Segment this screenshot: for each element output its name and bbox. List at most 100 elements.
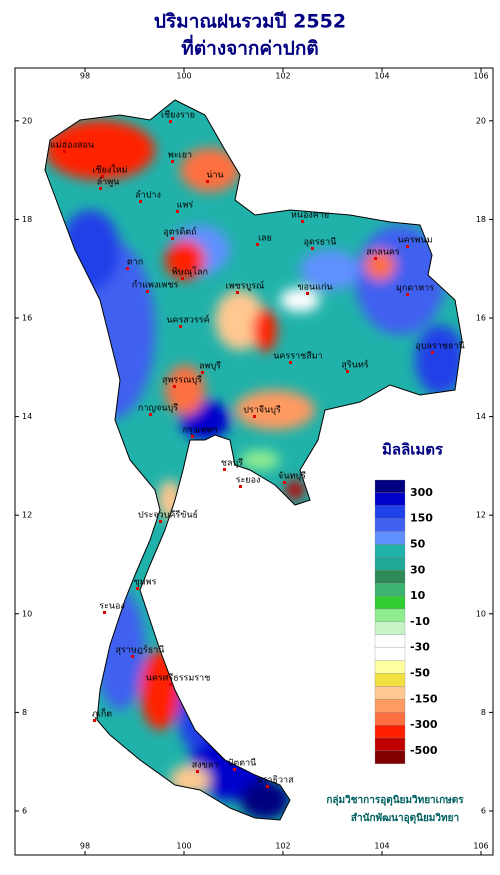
place-label: พะเยา [168, 151, 192, 161]
place-dot [406, 245, 409, 248]
place-dot [206, 180, 209, 183]
lon-label: 106 [473, 72, 488, 81]
place-label: นครราชสีมา [273, 351, 322, 362]
place-label: สุราษฎร์ธานี [116, 644, 165, 656]
place-label: เชียงใหม่ [92, 165, 127, 176]
place-label: ลำพูน [97, 177, 120, 188]
legend-label: 50 [410, 538, 426, 551]
lat-label: 16 [476, 314, 486, 323]
legend-swatch [374, 647, 406, 661]
place-dot [181, 277, 184, 280]
place-dot [169, 683, 172, 686]
legend-swatch [374, 544, 406, 558]
place-dot [256, 243, 259, 246]
lat-label: 8 [481, 708, 486, 717]
legend-swatch [374, 673, 406, 687]
place-dot [223, 468, 226, 471]
place-dot [169, 120, 172, 123]
credit: กลุ่มวิชาการอุตุนิยมวิทยาเกษตร [326, 794, 464, 806]
legend-title: มิลลิเมตร [382, 441, 444, 459]
place-label: จันทบุรี [278, 471, 306, 482]
legend-swatch [374, 531, 406, 545]
place-dot [103, 611, 106, 614]
lat-label: 6 [22, 807, 27, 816]
lon-label: 102 [275, 842, 290, 851]
lat-label: 18 [22, 215, 32, 224]
place-dot [149, 413, 152, 416]
place-dot [253, 415, 256, 418]
place-label: นครศรีธรรมราช [146, 673, 211, 684]
lat-label: 18 [476, 215, 486, 224]
legend-swatch [374, 557, 406, 571]
place-label: ชุมพร [134, 578, 157, 588]
legend-swatch [374, 595, 406, 610]
place-label: ปราจีนบุรี [243, 405, 281, 416]
place-label: สุรินทร์ [341, 359, 368, 371]
legend-label: -50 [410, 667, 430, 680]
legend-swatch [374, 608, 406, 623]
legend-label: -300 [410, 718, 438, 731]
place-dot [171, 160, 174, 163]
place-dot [63, 150, 66, 153]
lat-label: 16 [22, 314, 32, 323]
place-dot [101, 175, 104, 178]
place-dot [176, 210, 179, 213]
place-dot [93, 719, 96, 722]
legend-swatch [374, 724, 406, 739]
legend-label: 150 [410, 512, 433, 525]
place-dot [301, 220, 304, 223]
lon-label: 102 [275, 72, 290, 81]
legend-swatch [374, 737, 406, 752]
place-dot [406, 293, 409, 296]
lon-label: 106 [473, 842, 488, 851]
place-label: กรุงเทพฯ [183, 426, 218, 436]
place-dot [139, 200, 142, 203]
place-dot [173, 385, 176, 388]
place-dot [266, 785, 269, 788]
place-dot [239, 485, 242, 488]
place-label: ระยอง [236, 476, 261, 486]
legend-swatch [374, 583, 406, 597]
place-dot [131, 655, 134, 658]
lat-label: 8 [22, 708, 27, 717]
legend-swatch [374, 570, 406, 584]
title-line: ที่ต่างจากค่าปกติ [181, 35, 318, 60]
legend-label: -30 [410, 641, 430, 654]
legend-swatch [374, 518, 406, 532]
lon-label: 104 [374, 842, 389, 851]
lat-label: 10 [22, 609, 32, 618]
place-dot [159, 520, 162, 523]
lat-label: 12 [476, 511, 486, 520]
legend-label: 10 [410, 589, 426, 602]
legend-label: -150 [410, 692, 438, 705]
place-dot [374, 257, 377, 260]
legend-swatch [374, 660, 406, 674]
lat-label: 14 [22, 412, 32, 421]
legend-swatch [374, 634, 406, 648]
place-label: น่าน [206, 171, 223, 181]
place-label: ชลบุรี [221, 458, 243, 469]
place-dot [136, 587, 139, 590]
place-label: นครสวรรค์ [166, 314, 209, 326]
coordinate-ticks: 98 98 100 100 102 102 104 104 106 106 6 6 8 8 10 10 12 12… [15, 68, 493, 855]
legend-label: 30 [410, 563, 426, 576]
place-label: อุบลราชธานี [415, 341, 464, 352]
lon-label: 98 [80, 72, 90, 81]
place-dot [431, 351, 434, 354]
place-label: ลำปาง [135, 190, 161, 201]
place-label: นครพนม [397, 236, 432, 246]
place-dot [146, 290, 149, 293]
place-dot [306, 292, 309, 295]
place-dot [346, 370, 349, 373]
place-dot [196, 770, 199, 773]
legend-swatch [374, 621, 406, 635]
place-label: สุพรรณบุรี [162, 375, 202, 386]
legend-label: -500 [410, 744, 438, 757]
lat-label: 20 [22, 116, 32, 125]
place-label: ขอนแก่น [297, 283, 332, 293]
legend-swatch [374, 492, 406, 506]
place-label: ตาก [127, 258, 143, 268]
place-label: ปัตตานี [228, 758, 257, 769]
place-label: เชียงราย [161, 110, 195, 121]
title-line: ปริมาณฝนรวมปี 2552 [154, 11, 346, 33]
